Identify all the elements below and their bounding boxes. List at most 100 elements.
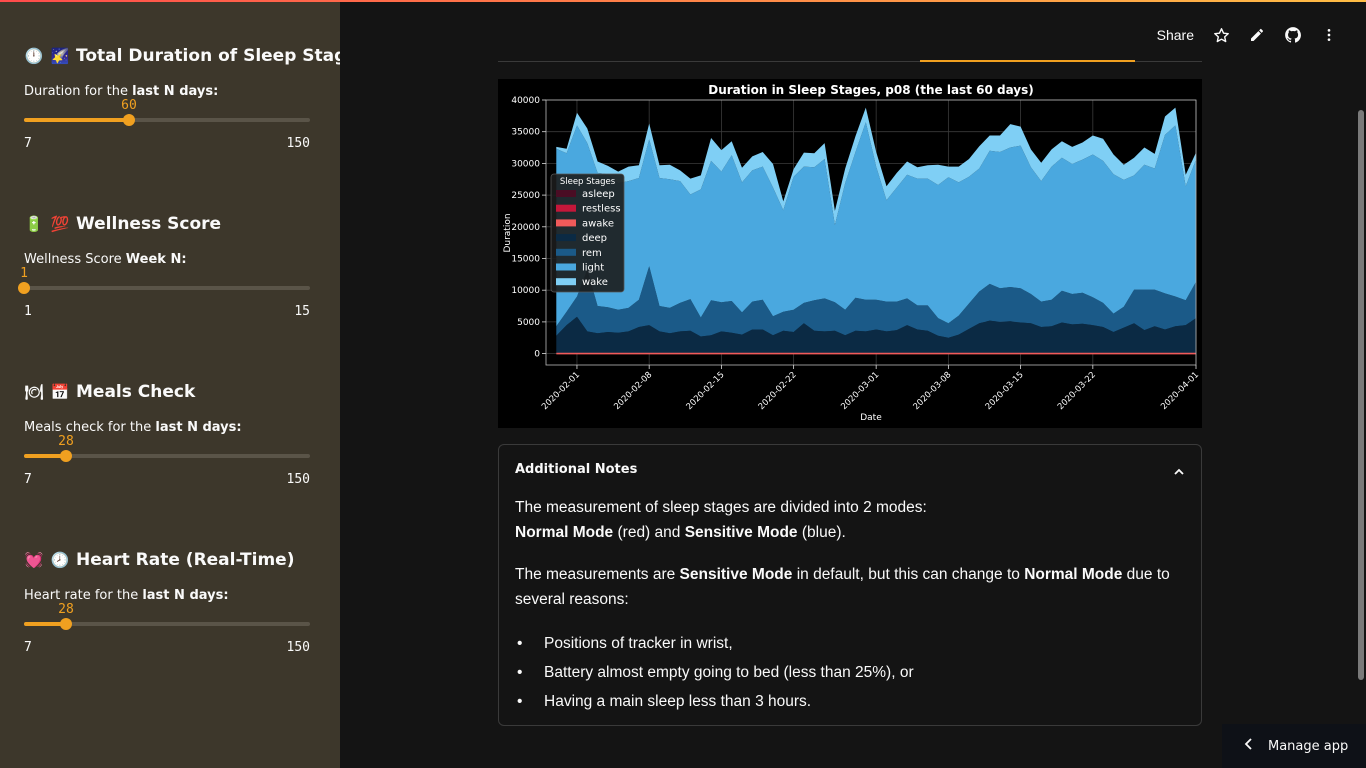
slider-track[interactable] xyxy=(24,286,310,290)
x-tick-label: 2020-03-08 xyxy=(911,370,953,412)
chevron-left-icon xyxy=(1244,738,1254,754)
list-item: Positions of tracker in wrist, xyxy=(515,629,1175,658)
shooting-star-icon: 🌠 xyxy=(50,47,70,65)
x-tick-label: 2020-03-15 xyxy=(984,370,1026,412)
plot-frame xyxy=(545,99,1197,366)
area-deep xyxy=(556,316,1196,354)
list-item: Battery almost empty going to bed (less … xyxy=(515,658,1175,687)
section-title-text: Meals Check xyxy=(76,382,196,402)
legend-swatch xyxy=(556,263,576,271)
slider-fill xyxy=(24,118,129,122)
section-title: 🔋 💯 Wellness Score xyxy=(24,214,221,234)
x-tick-label: 2020-03-01 xyxy=(839,370,881,412)
y-tick-label: 0 xyxy=(534,350,540,360)
legend-swatch xyxy=(556,278,576,286)
y-tick-label: 15000 xyxy=(511,254,540,264)
heart-days-slider[interactable]: 28 xyxy=(24,602,310,638)
sidebar: 🕛 🌠 Total Duration of Sleep Stages Durat… xyxy=(0,2,368,768)
x-axis-label: Date xyxy=(860,413,882,423)
legend-label: awake xyxy=(582,218,614,229)
github-icon[interactable] xyxy=(1284,26,1302,44)
x-tick-label: 2020-02-01 xyxy=(540,370,582,412)
slider-min: 7 xyxy=(24,472,32,487)
slider-label: Duration for the last N days: xyxy=(24,84,219,99)
slider-fill xyxy=(24,622,66,626)
slider-thumb[interactable] xyxy=(60,450,72,462)
chart-title: Duration in Sleep Stages, p08 (the last … xyxy=(708,83,1034,97)
section-title: 🕛 🌠 Total Duration of Sleep Stages xyxy=(24,46,368,66)
clock-icon: 🕗 xyxy=(50,551,70,569)
tab-active-indicator[interactable] xyxy=(920,60,1135,62)
x-tick-label: 2020-04-01 xyxy=(1159,370,1201,412)
days-slider[interactable]: 60 xyxy=(24,98,310,134)
tab-divider xyxy=(498,61,1202,62)
chevron-up-icon[interactable] xyxy=(1173,463,1185,482)
y-tick-label: 35000 xyxy=(511,128,540,138)
sleep-stages-chart: 0 5000 10000 15000 20000 25000 30000 35000 40000… xyxy=(498,79,1202,428)
x-tick-label: 2020-02-22 xyxy=(757,370,799,412)
main-content: Share 0 5000 10000 15000 20000 25000 30000 3500… xyxy=(340,2,1366,768)
week-slider[interactable]: 1 xyxy=(18,266,310,302)
slider-track[interactable] xyxy=(24,622,310,626)
legend-label: light xyxy=(582,263,604,274)
x-tick-label: 2020-03-22 xyxy=(1056,370,1098,412)
slider-value: 28 xyxy=(58,434,74,449)
toolbar: Share xyxy=(1157,26,1338,44)
section-title: 💓 🕗 Heart Rate (Real-Time) xyxy=(24,550,295,570)
legend-swatch xyxy=(556,219,576,227)
x-tick-label: 2020-02-15 xyxy=(685,370,727,412)
slider-max: 150 xyxy=(286,136,310,151)
notes-list: Positions of tracker in wrist, Battery a… xyxy=(515,629,1175,716)
y-tick-label: 40000 xyxy=(511,96,540,106)
more-vertical-icon[interactable] xyxy=(1320,26,1338,44)
beating-heart-icon: 💓 xyxy=(24,551,44,569)
slider-thumb[interactable] xyxy=(60,618,72,630)
x-tick-label: 2020-02-08 xyxy=(612,370,654,412)
slider-track[interactable] xyxy=(24,118,310,122)
legend-box xyxy=(550,173,625,293)
slider-min: 1 xyxy=(24,304,32,319)
meals-days-slider[interactable]: 28 xyxy=(24,434,310,470)
slider-thumb[interactable] xyxy=(123,114,135,126)
legend-swatch xyxy=(556,190,576,197)
manage-app-label: Manage app xyxy=(1268,738,1349,754)
expander-title[interactable]: Additional Notes xyxy=(515,462,638,477)
slider-value: 60 xyxy=(121,98,137,113)
section-title-text: Wellness Score xyxy=(76,214,222,234)
chart-legend: Sleep Stages asleep restless awake deep rem li… xyxy=(550,173,625,293)
legend-label: asleep xyxy=(582,189,615,200)
additional-notes-expander: Additional Notes The measurement of slee… xyxy=(498,444,1202,726)
slider-label: Wellness Score Week N: xyxy=(24,252,187,267)
share-button[interactable]: Share xyxy=(1156,27,1194,43)
slider-min: 7 xyxy=(24,640,32,655)
notes-paragraph: The measurement of sleep stages are divi… xyxy=(515,499,927,541)
legend-swatch xyxy=(556,234,576,242)
edit-pencil-icon[interactable] xyxy=(1248,26,1266,44)
top-accent-line xyxy=(0,0,1366,2)
section-title: 🍽 📅 Meals Check xyxy=(24,382,195,402)
legend-label: rem xyxy=(582,248,602,259)
legend-label: deep xyxy=(582,233,607,244)
slider-thumb[interactable] xyxy=(18,282,30,294)
y-tick-label: 20000 xyxy=(511,223,540,233)
y-tick-label: 10000 xyxy=(511,286,540,296)
legend-swatch xyxy=(556,204,576,212)
notes-paragraph: The measurements are Sensitive Mode in d… xyxy=(515,566,1170,608)
section-title-text: Heart Rate (Real-Time) xyxy=(76,550,295,570)
slider-track[interactable] xyxy=(24,454,310,458)
y-tick-label: 25000 xyxy=(511,191,540,201)
battery-icon: 🔋 xyxy=(24,215,44,233)
scrollbar[interactable] xyxy=(1358,110,1364,680)
slider-value: 1 xyxy=(20,266,28,281)
manage-app-button[interactable]: Manage app xyxy=(1222,724,1366,768)
expander-content: The measurement of sleep stages are divi… xyxy=(515,495,1175,716)
star-icon[interactable] xyxy=(1212,26,1230,44)
area-rem xyxy=(556,266,1196,338)
slider-label: Meals check for the last N days: xyxy=(24,420,242,435)
area-light xyxy=(556,122,1196,327)
sleep-stages-chart-svg: 0 5000 10000 15000 20000 25000 30000 35000 40000… xyxy=(503,83,1201,423)
slider-label: Heart rate for the last N days: xyxy=(24,588,229,603)
slider-value: 28 xyxy=(58,602,74,617)
y-axis-label: Duration xyxy=(503,213,513,252)
slider-max: 15 xyxy=(294,304,310,319)
